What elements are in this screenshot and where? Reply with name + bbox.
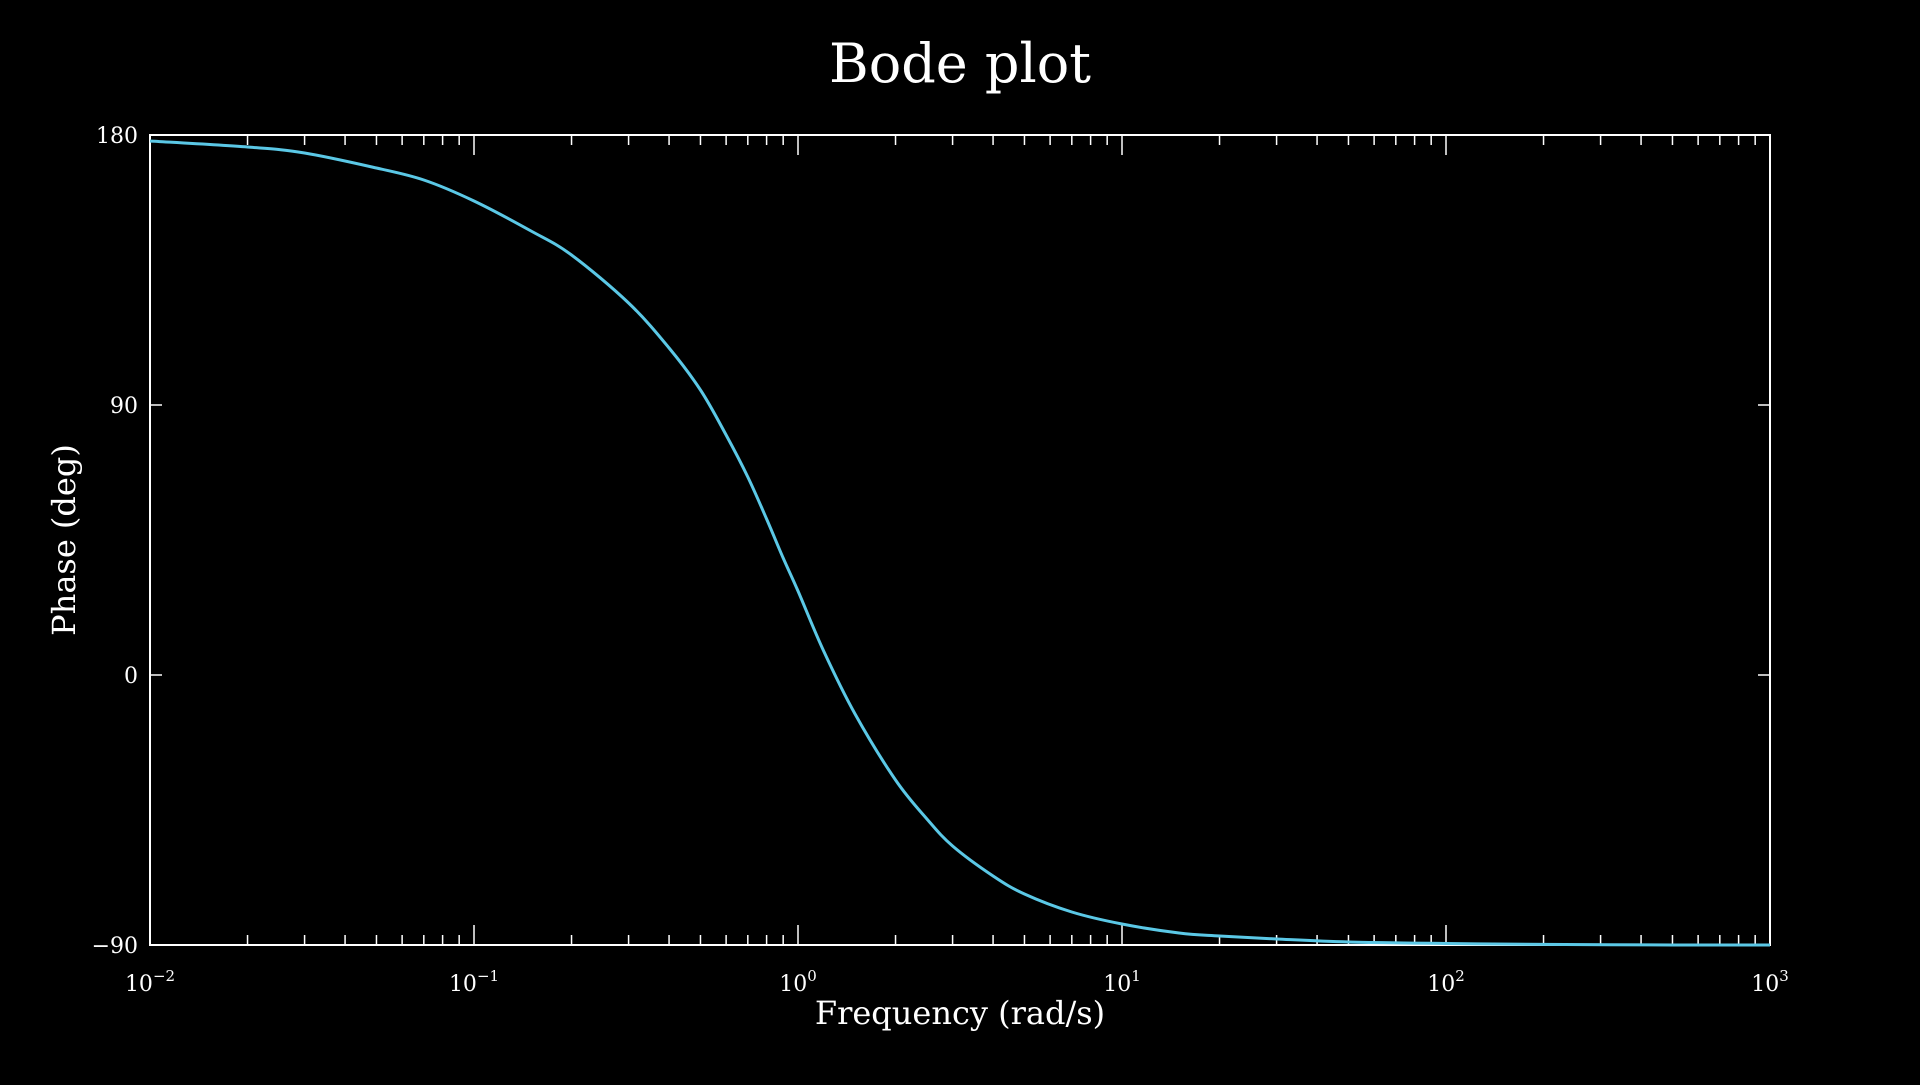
series-layer [149,139,1771,947]
x-tick-label: 100 [779,967,817,997]
y-tick-label: 90 [110,394,138,419]
tick-labels: 10−2 10−1 100 101 102 103 180 90 0 −90 [92,124,1789,997]
y-tick-label: −90 [92,934,138,959]
x-tick-label: 102 [1427,967,1465,997]
x-tick-label: 10−2 [125,967,175,997]
plot-frame [149,134,1771,946]
phase-series-line [149,139,1771,947]
x-tick-label: 10−1 [449,967,499,997]
y-axis-label: Phase (deg) [45,444,83,636]
x-axis-label: Frequency (rad/s) [815,994,1105,1032]
y-tick-label: 180 [96,124,138,149]
chart-title: Bode plot [829,32,1091,95]
axis-ticks [149,134,1771,946]
x-tick-label: 101 [1103,967,1141,997]
y-tick-label: 0 [124,664,138,689]
x-tick-label: 103 [1751,967,1789,997]
